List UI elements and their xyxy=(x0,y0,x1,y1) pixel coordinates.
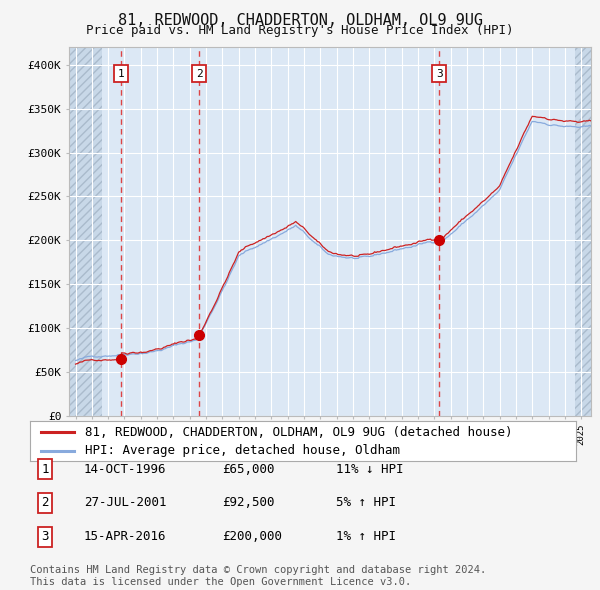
Text: 81, REDWOOD, CHADDERTON, OLDHAM, OL9 9UG: 81, REDWOOD, CHADDERTON, OLDHAM, OL9 9UG xyxy=(118,13,482,28)
Text: HPI: Average price, detached house, Oldham: HPI: Average price, detached house, Oldh… xyxy=(85,444,400,457)
Text: 2: 2 xyxy=(41,496,49,509)
Text: 15-APR-2016: 15-APR-2016 xyxy=(84,530,167,543)
Text: 1: 1 xyxy=(118,68,124,78)
Text: Contains HM Land Registry data © Crown copyright and database right 2024.
This d: Contains HM Land Registry data © Crown c… xyxy=(30,565,486,587)
Text: 14-OCT-1996: 14-OCT-1996 xyxy=(84,463,167,476)
Text: 3: 3 xyxy=(436,68,443,78)
Text: 3: 3 xyxy=(41,530,49,543)
Text: £92,500: £92,500 xyxy=(222,496,275,509)
Text: £65,000: £65,000 xyxy=(222,463,275,476)
Text: 5% ↑ HPI: 5% ↑ HPI xyxy=(336,496,396,509)
Text: 11% ↓ HPI: 11% ↓ HPI xyxy=(336,463,404,476)
Text: 2: 2 xyxy=(196,68,203,78)
Text: Price paid vs. HM Land Registry's House Price Index (HPI): Price paid vs. HM Land Registry's House … xyxy=(86,24,514,37)
Text: 1: 1 xyxy=(41,463,49,476)
Text: 81, REDWOOD, CHADDERTON, OLDHAM, OL9 9UG (detached house): 81, REDWOOD, CHADDERTON, OLDHAM, OL9 9UG… xyxy=(85,425,512,438)
Text: 1% ↑ HPI: 1% ↑ HPI xyxy=(336,530,396,543)
Text: 27-JUL-2001: 27-JUL-2001 xyxy=(84,496,167,509)
Text: £200,000: £200,000 xyxy=(222,530,282,543)
